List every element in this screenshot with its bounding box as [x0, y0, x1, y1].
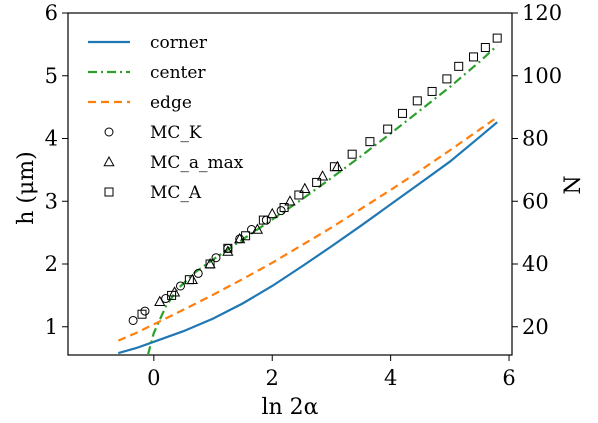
series-line-corner	[118, 121, 498, 355]
scatter-point-MC_A	[480, 43, 490, 53]
scatter-point-MC_A	[412, 96, 422, 106]
series-line-edge	[117, 116, 498, 342]
y-tick-label-left: 4	[45, 127, 58, 151]
legend-label-center: center	[150, 63, 206, 83]
y-tick-label-left: 2	[45, 252, 58, 276]
scatter-point-MC_A	[184, 275, 194, 285]
y-tick-label-left: 3	[45, 189, 58, 213]
scatter-point-MC_A	[469, 52, 479, 62]
scatter-point-MC_A	[241, 231, 251, 241]
y-tick-label-left: 6	[45, 1, 58, 25]
scatter-point-MC_A	[454, 61, 464, 71]
legend-marker-MC_a_max	[103, 155, 115, 167]
legend-marker-MC_A	[104, 187, 114, 197]
scatter-point-MC_A	[312, 177, 322, 187]
y-tick-label-left: 5	[45, 64, 58, 88]
y-tick-label-right: 120	[522, 1, 562, 25]
scatter-point-MC_a_max	[299, 182, 311, 194]
scatter-point-MC_a_max	[316, 170, 329, 181]
scatter-point-MC_A	[442, 74, 452, 84]
legend-marker-MC_K	[104, 127, 114, 137]
scatter-point-MC_A	[137, 309, 147, 319]
scatter-point-MC_K	[247, 224, 257, 234]
scatter-point-MC_K	[161, 294, 171, 304]
scatter-point-MC_a_max	[222, 245, 234, 256]
series-line-center	[146, 44, 498, 355]
plot-area	[117, 33, 502, 355]
scatter-point-MC_K	[211, 253, 221, 263]
y-tick-label-right: 80	[522, 127, 549, 151]
x-axis-label: ln 2α	[261, 395, 318, 420]
scatter-point-MC_K	[276, 206, 286, 216]
legend-label-edge: edge	[150, 93, 192, 113]
y-tick-label-right: 100	[522, 64, 562, 88]
scatter-point-MC_a_max	[284, 195, 296, 206]
y-tick-label-right: 20	[522, 315, 549, 339]
scatter-point-MC_A	[347, 149, 357, 159]
legend-label-corner: corner	[150, 33, 208, 53]
scatter-point-MC_K	[140, 306, 150, 316]
scatter-point-MC_a_max	[266, 207, 278, 219]
scatter-point-MC_A	[294, 190, 304, 200]
x-tick-label: 6	[502, 366, 515, 390]
scatter-point-MC_K	[175, 281, 185, 291]
scatter-point-MC_A	[223, 243, 233, 253]
scatter-point-MC_A	[383, 124, 393, 134]
legend-label-MC_K: MC_K	[150, 123, 202, 143]
scatter-point-MC_A	[258, 215, 268, 225]
x-tick-label: 4	[384, 366, 397, 390]
scatter-point-MC_A	[279, 203, 289, 213]
scatter-point-MC_K	[193, 268, 203, 278]
legend-label-MC_A: MC_A	[150, 183, 202, 203]
legend-label-MC_a_max: MC_a_max	[150, 153, 244, 173]
legend: corner center edge MC_K MC_a_max MC_A	[88, 33, 244, 203]
y-tick-label-right: 40	[522, 252, 549, 276]
scatter-point-MC_A	[167, 290, 177, 300]
scatter-point-MC_A	[365, 137, 375, 147]
scatter-point-MC_a_max	[251, 223, 264, 234]
scatter-point-MC_a_max	[154, 295, 166, 306]
y-tick-label-right: 60	[522, 189, 549, 213]
x-tick-label: 2	[266, 366, 279, 390]
scatter-point-MC_K	[128, 315, 138, 325]
axes-group: 0 2 4 6 1 2 3 4 5 6 20 40 60 80 100 120	[45, 1, 562, 390]
scatter-point-MC_A	[205, 259, 215, 269]
y-axis-label-right: N	[561, 175, 586, 194]
scatter-point-MC_A	[329, 162, 339, 172]
y-tick-label-left: 1	[45, 315, 58, 339]
plot-frame	[67, 12, 513, 356]
scatter-point-MC_A	[427, 86, 437, 96]
scatter-point-MC_A	[492, 33, 502, 43]
x-tick-label: 0	[147, 366, 160, 390]
scatter-point-MC_A	[397, 108, 407, 118]
y-axis-label-left: h (μm)	[14, 151, 39, 225]
